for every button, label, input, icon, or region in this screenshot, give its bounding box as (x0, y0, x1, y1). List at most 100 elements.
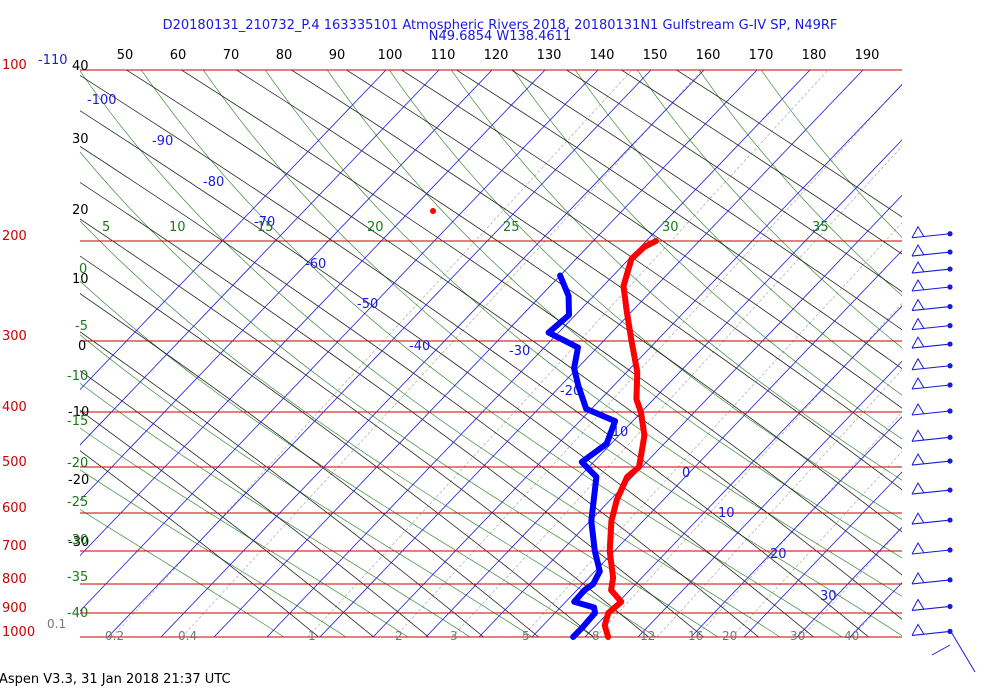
moist-adiabat-left-label: -30 (67, 533, 88, 548)
dry-adiabat (80, 409, 375, 637)
profile-layer (430, 208, 659, 640)
moist-adiabat (80, 70, 781, 637)
isotherm-line (319, 70, 864, 637)
moist-adiabat (140, 70, 843, 637)
wind-barb-station-dot (947, 408, 953, 414)
wind-barb (911, 357, 953, 371)
isotherm-line (743, 471, 902, 637)
dry-adiabat (400, 70, 902, 409)
wind-barb-flag (911, 244, 925, 257)
isotherm-line (372, 84, 902, 637)
wind-barb-flag (911, 453, 925, 466)
wind-barb-station-dot (947, 603, 953, 610)
wind-barb (911, 429, 953, 442)
mixing-ratio-line (307, 70, 829, 637)
dry-adiabat (345, 70, 902, 450)
wind-barb-shaft (911, 460, 951, 466)
wind-barb-shaft (911, 365, 951, 371)
mixing-ratio-label: 0.1 (47, 617, 66, 631)
moist-adiabat (80, 334, 533, 637)
wind-barb (911, 598, 953, 612)
wind-barb-shaft (911, 489, 951, 495)
moist-adiabat-left-label: -20 (67, 456, 88, 471)
chart-title-line2: N49.6854 W138.4611 (429, 29, 572, 44)
dry-adiabat (80, 331, 485, 637)
wind-barb-station-dot (947, 249, 953, 255)
isotherm-label: 30 (820, 589, 837, 604)
pressure-label: 700 (2, 539, 27, 554)
moist-adiabat (388, 70, 902, 520)
moist-adiabat-top-label: 15 (257, 220, 274, 235)
top-axis-tick: 190 (855, 48, 880, 63)
top-axis-tick: 170 (749, 48, 774, 63)
wind-barb-shaft (911, 384, 951, 390)
mixing-ratio-line (451, 145, 902, 637)
wind-barb-shaft (911, 436, 951, 442)
moist-adiabat (80, 509, 285, 637)
wind-barb (911, 298, 953, 312)
footer-version-timestamp: Aspen V3.3, 31 Jan 2018 21:37 UTC (0, 672, 231, 687)
wind-barb-flag (911, 376, 925, 390)
wind-barb-flag (911, 402, 925, 416)
moist-adiabat (80, 280, 595, 637)
chart-title-line1: D20180131_210732_P.4 163335101 Atmospher… (163, 18, 838, 33)
wind-barb (911, 261, 953, 274)
wind-barb (911, 453, 953, 466)
mixing-ratio-label: 1 (308, 629, 316, 643)
wind-barb (911, 225, 953, 239)
wind-barb-layer (911, 225, 976, 673)
wind-barb-station-dot (947, 487, 953, 493)
mixing-ratio-line (394, 83, 902, 637)
moist-adiabat (80, 469, 347, 637)
isotherm-line (796, 526, 902, 637)
isotherm-line (478, 194, 902, 637)
moist-adiabat-left-label: -25 (67, 495, 88, 510)
wind-barb-flag (911, 357, 925, 370)
isotherm-label: -40 (409, 339, 430, 354)
wind-barb (911, 541, 953, 555)
wind-barb-shaft (911, 306, 951, 312)
wind-barb (911, 402, 953, 416)
wind-barb-shaft (911, 519, 951, 525)
mixing-ratio-label: 8 (592, 629, 600, 643)
wind-barb-shaft (911, 410, 951, 416)
wind-barb (911, 244, 953, 257)
dry-adiabat (80, 255, 595, 637)
grid-layer (80, 69, 902, 638)
top-axis-tick: 70 (223, 48, 240, 63)
isotherm-line (80, 70, 599, 612)
dry-adiabat (565, 70, 902, 293)
top-axis-tick: 110 (431, 48, 456, 63)
height-label: 10 (72, 272, 89, 287)
mixing-ratio-label: 16 (688, 629, 703, 643)
mixing-ratio-label: 3 (450, 629, 458, 643)
wind-barb-shaft (911, 251, 951, 257)
moist-adiabat-left-label: 0 (79, 262, 87, 277)
moist-adiabat-top-label: 30 (662, 220, 679, 235)
height-label: 30 (72, 132, 89, 147)
moist-adiabat (760, 70, 902, 238)
moist-adiabat-top-label: 25 (503, 220, 520, 235)
isotherm-line (584, 305, 902, 637)
mixing-ratio-label: 2 (395, 629, 403, 643)
wind-barb-flag (911, 336, 925, 349)
isotherm-label: 20 (770, 547, 787, 562)
isotherm-line (531, 250, 902, 637)
wind-barb-station-dot (947, 266, 953, 272)
wind-barb-flag (911, 298, 925, 311)
dry-adiabat (80, 181, 705, 637)
dry-adiabat (235, 70, 902, 533)
moist-adiabat-top-label: 10 (169, 220, 186, 235)
pressure-label: 400 (2, 400, 27, 415)
moist-adiabat-top-label: 20 (367, 220, 384, 235)
mixing-ratio-line (595, 302, 902, 637)
moist-adiabat-left-label: -40 (67, 606, 88, 621)
isotherm-label: -80 (203, 175, 224, 190)
mixing-ratio-line (111, 70, 633, 637)
wind-barb-station-dot (947, 547, 953, 553)
isotherm-line (80, 70, 387, 391)
temperature-profile (601, 238, 659, 640)
wind-barb-flag (911, 225, 925, 238)
